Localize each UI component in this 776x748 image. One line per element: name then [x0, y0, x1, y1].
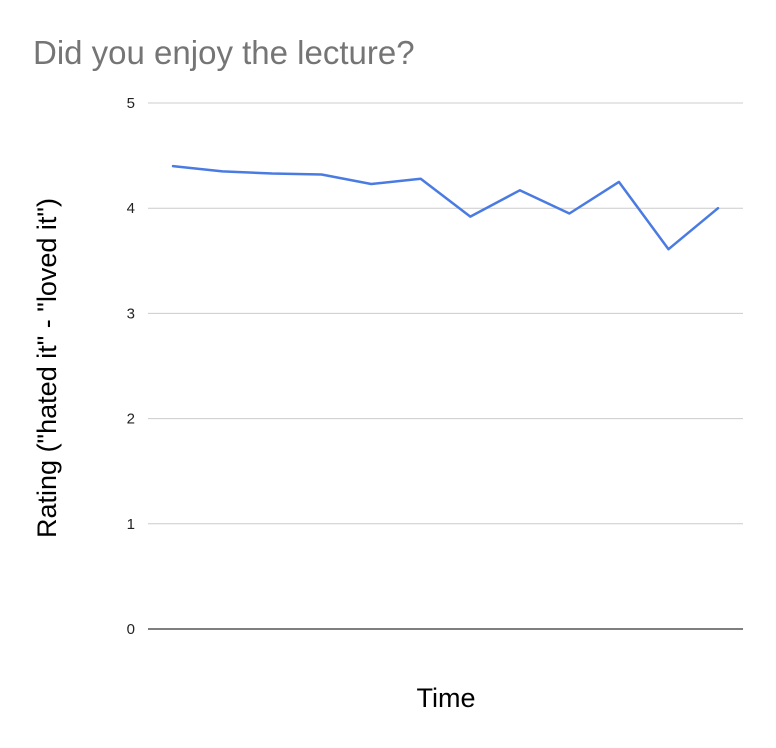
y-tick-labels: 0 1 2 3 4 5: [127, 95, 135, 638]
x-axis-title: Time: [417, 683, 476, 713]
series-layer: [171, 164, 720, 251]
y-tick-label: 2: [127, 411, 135, 428]
y-tick-label: 4: [127, 200, 135, 217]
y-tick-label: 3: [127, 305, 135, 322]
y-axis-title: Rating ("hated it" - "loved it"): [32, 198, 62, 538]
y-tick-label: 1: [127, 516, 135, 533]
y-tick-label: 0: [127, 621, 135, 638]
series-line: [171, 164, 720, 251]
gridlines: [148, 102, 743, 630]
y-tick-label: 5: [127, 95, 135, 112]
chart-title: Did you enjoy the lecture?: [33, 34, 415, 71]
